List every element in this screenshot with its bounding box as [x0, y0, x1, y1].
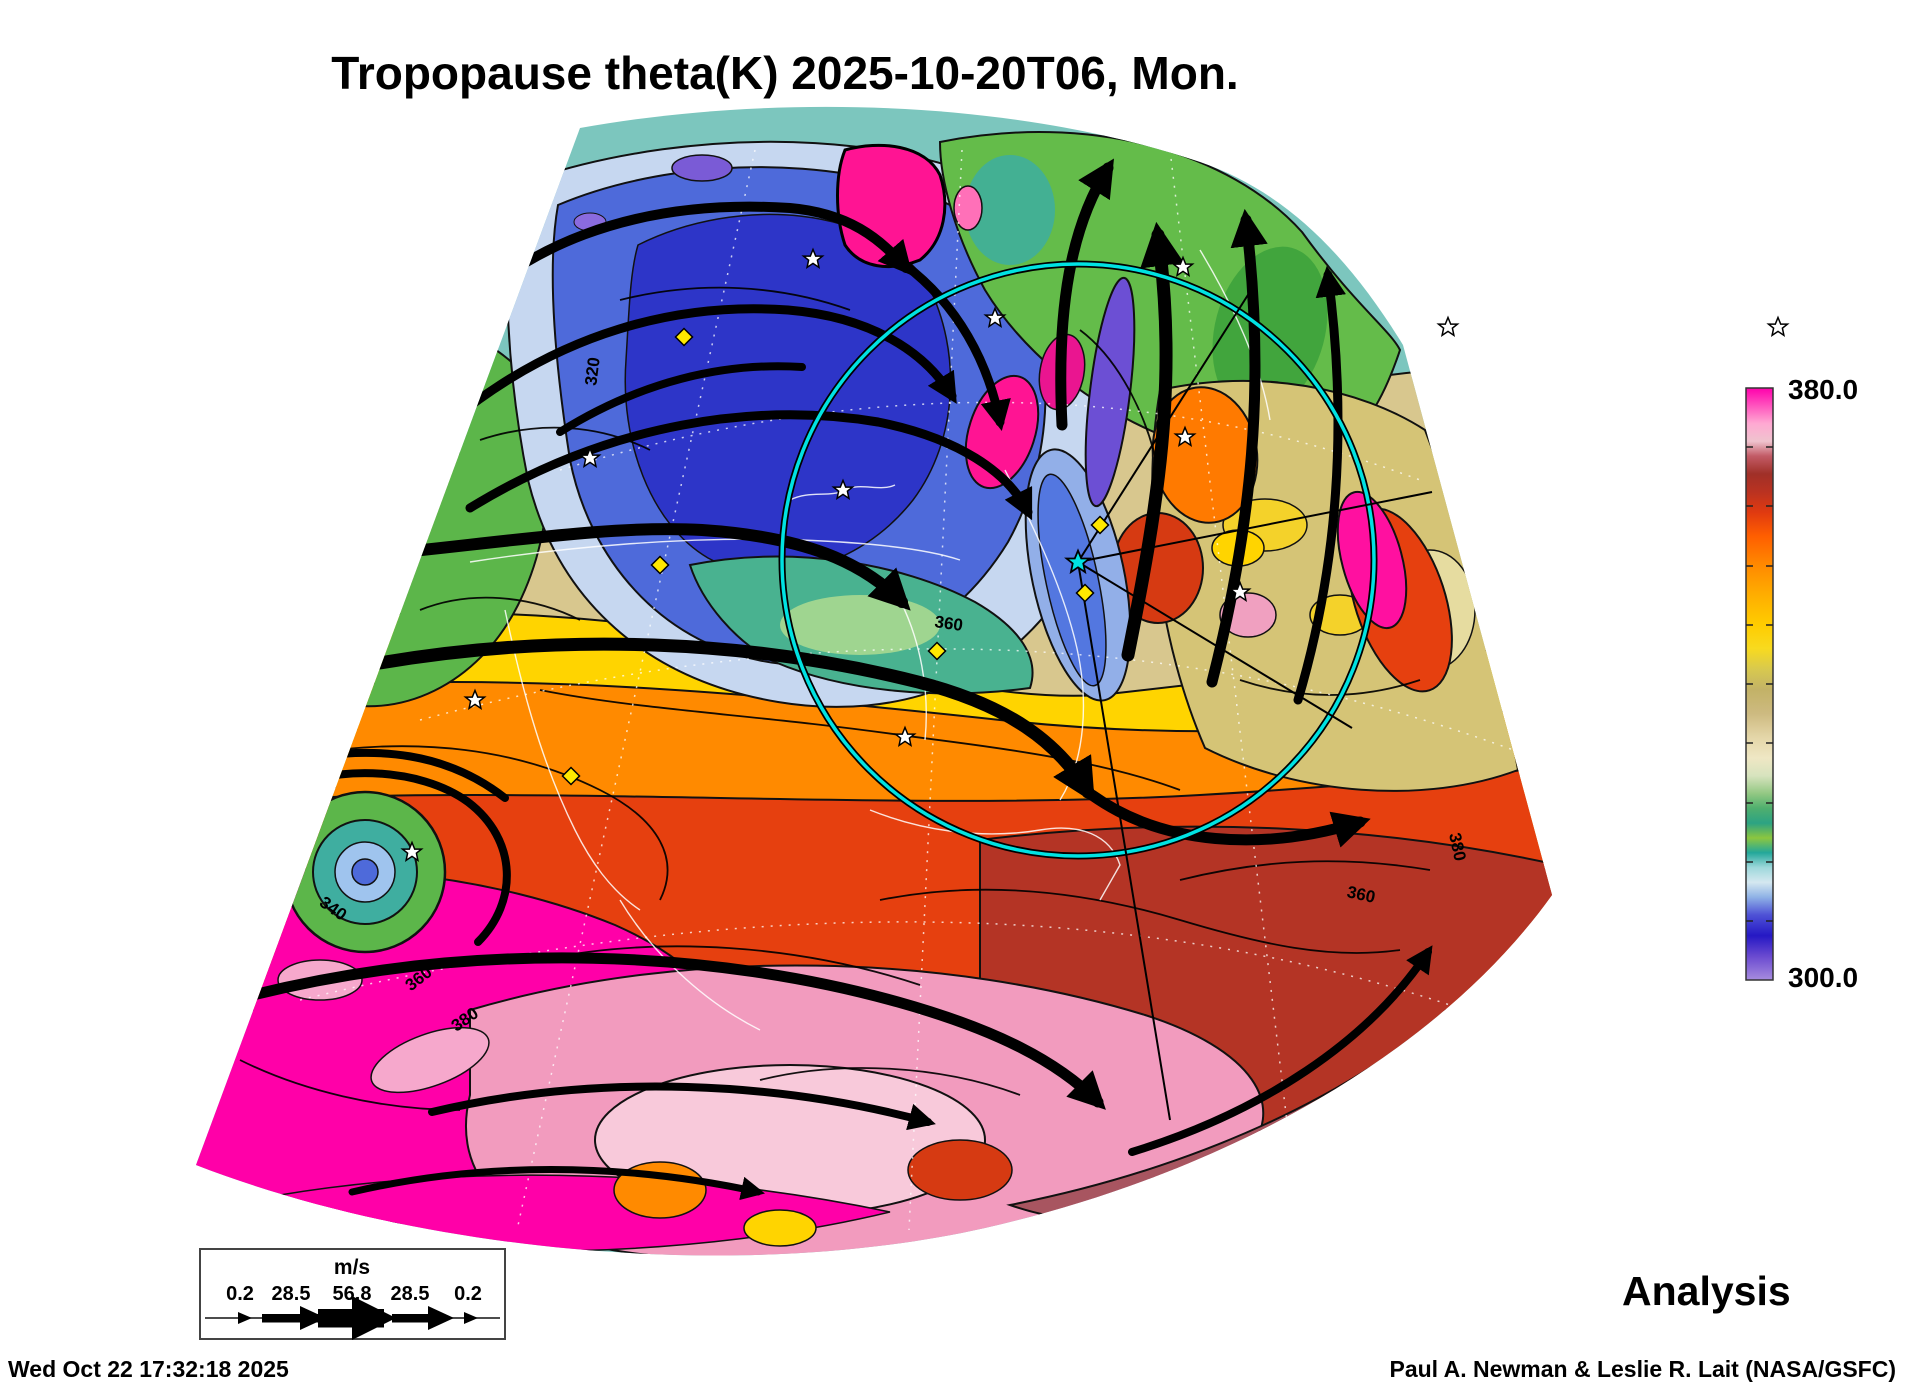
wind-legend-value-5: 0.2 — [454, 1283, 482, 1305]
colorbar-ticks — [1746, 446, 1773, 922]
page-title: Tropopause theta(K) 2025-10-20T06, Mon. — [331, 47, 1239, 99]
contour-label: 380 — [212, 925, 236, 956]
radial-lines — [1077, 286, 1433, 1121]
wind-legend-value-3: 56.8 — [332, 1283, 372, 1305]
wind-legend-value-1: 0.2 — [226, 1283, 254, 1305]
wind-legend-value-4: 28.5 — [390, 1283, 430, 1305]
colorbar-max-label: 380.0 — [1788, 374, 1859, 405]
range-circle-overlay — [778, 260, 1378, 860]
star-marker — [1767, 316, 1789, 337]
wind-legend-units-label: m/s — [333, 1256, 371, 1279]
theta-fill-regions — [196, 106, 1552, 1256]
colorbar — [1745, 387, 1774, 981]
wind-speed-arrow-glyph — [205, 1296, 500, 1340]
wind-legend-value-2: 28.5 — [271, 1283, 311, 1305]
wind-speed-legend — [199, 1248, 506, 1340]
star-marker — [1437, 316, 1459, 337]
credit-text: Paul A. Newman & Leslie R. Lait (NASA/GS… — [1389, 1356, 1896, 1382]
contour-label: 320 — [581, 356, 603, 386]
analysis-label: Analysis — [1622, 1268, 1791, 1314]
contour-label: 360 — [933, 612, 964, 635]
colorbar-min-label: 300.0 — [1788, 962, 1859, 993]
timestamp: Wed Oct 22 17:32:18 2025 — [8, 1356, 289, 1382]
